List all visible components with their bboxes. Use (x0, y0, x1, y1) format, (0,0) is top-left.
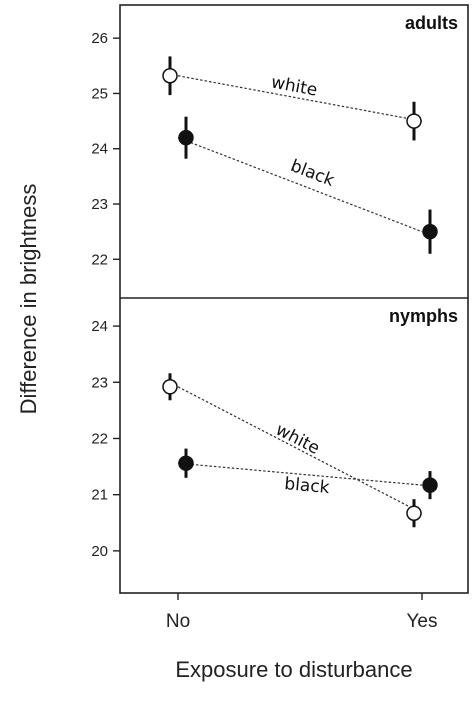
series-label-adults-black: black (288, 156, 337, 191)
point-adults-white-0 (162, 68, 178, 84)
panel-title-adults: adults (405, 13, 458, 33)
y-tick-label-nymphs-20: 20 (91, 543, 108, 560)
y-tick-label-adults-24: 24 (91, 141, 108, 158)
point-nymphs-white-1 (406, 505, 422, 521)
y-tick-label-adults-23: 23 (91, 196, 108, 213)
series-label-adults-white: white (269, 73, 318, 101)
point-adults-white-1 (406, 113, 422, 129)
y-tick-label-nymphs-24: 24 (91, 318, 108, 335)
y-tick-label-adults-25: 25 (91, 85, 108, 102)
y-tick-label-adults-22: 22 (91, 251, 108, 268)
point-adults-black-0 (178, 129, 194, 146)
point-nymphs-black-0 (178, 455, 194, 471)
y-axis-label: Difference in brightness (16, 184, 41, 415)
series-line-adults-white (177, 75, 423, 122)
y-tick-label-nymphs-23: 23 (91, 374, 108, 391)
series-line-nymphs-white (177, 386, 423, 514)
series-label-nymphs-black: black (284, 474, 331, 498)
x-axis-label: Exposure to disturbance (175, 657, 412, 682)
series-label-nymphs-white: white (272, 420, 323, 459)
point-nymphs-white-0 (162, 379, 178, 395)
plot-frame (119, 4, 469, 594)
point-adults-black-1 (422, 223, 438, 240)
y-tick-label-nymphs-22: 22 (91, 430, 108, 447)
y-tick-label-adults-26: 26 (91, 30, 108, 47)
panel-title-nymphs: nymphs (389, 306, 458, 326)
x-tick-label-No: No (166, 611, 190, 632)
series-line-adults-black (177, 137, 423, 233)
y-tick-label-nymphs-21: 21 (91, 487, 108, 504)
x-tick-label-Yes: Yes (407, 611, 438, 632)
series-line-nymphs-black (177, 462, 423, 486)
point-nymphs-black-1 (422, 477, 438, 493)
